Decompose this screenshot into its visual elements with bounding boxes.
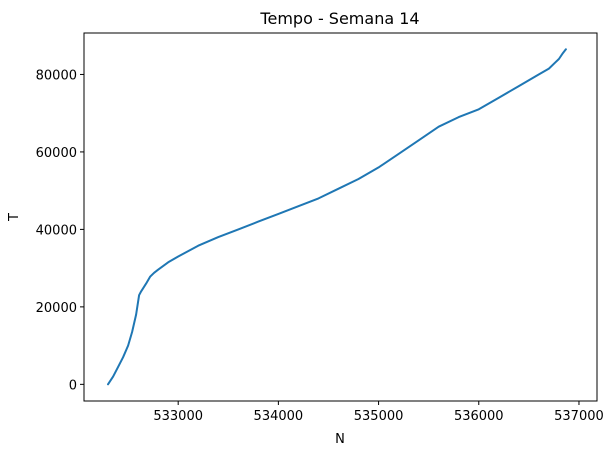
y-tick-label: 60000 xyxy=(36,146,77,161)
x-tick-label: 533000 xyxy=(153,409,203,424)
x-tick-label: 536000 xyxy=(454,409,504,424)
x-tick-label: 537000 xyxy=(554,409,604,424)
y-axis-label: T xyxy=(7,213,22,222)
x-axis-ticks: 533000 534000 535000 536000 537000 xyxy=(153,401,604,424)
series-line xyxy=(107,48,567,386)
y-tick-label: 40000 xyxy=(36,223,77,238)
x-tick-label: 535000 xyxy=(354,409,404,424)
y-tick-label: 20000 xyxy=(36,301,77,316)
plot-area-frame xyxy=(83,32,598,402)
y-tick-label: 0 xyxy=(69,378,77,393)
y-tick-label: 80000 xyxy=(36,68,77,83)
chart-title: Tempo - Semana 14 xyxy=(259,9,419,28)
x-tick-label: 534000 xyxy=(254,409,304,424)
x-axis-label: N xyxy=(335,432,345,447)
y-axis-ticks: 0 20000 40000 60000 80000 xyxy=(36,68,84,393)
